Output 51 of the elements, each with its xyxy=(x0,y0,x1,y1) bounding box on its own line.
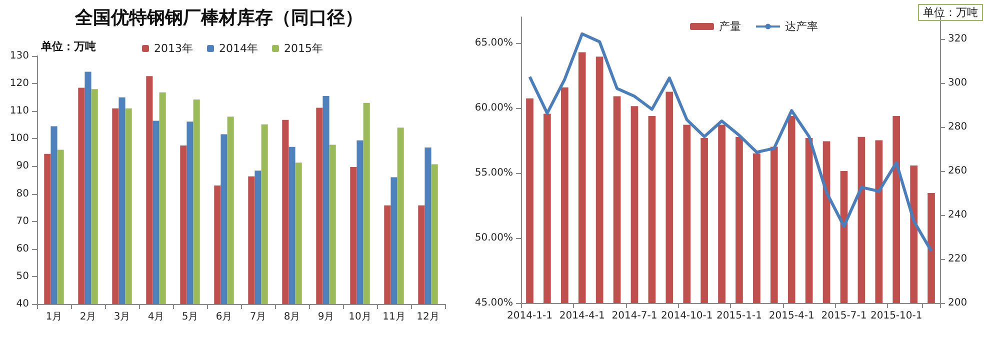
y-tick-label: 60.00% xyxy=(474,102,513,114)
x-tick-label: 2014-10-1 xyxy=(660,310,713,322)
x-tick-label: 2月 xyxy=(80,312,96,322)
x-tick-label: 5月 xyxy=(182,312,198,322)
x-tick-label: 2015-10-1 xyxy=(870,310,922,322)
chart-title: 全国优特钢钢厂棒材库存（同口径） xyxy=(74,8,363,28)
y-tick-label: 130 xyxy=(10,50,29,62)
x-tick-label: 9月 xyxy=(318,312,334,322)
y-tick-label: 120 xyxy=(10,78,29,90)
y-tick-label: 110 xyxy=(10,106,29,117)
y2-tick-label: 200 xyxy=(948,298,968,308)
y2-tick-label: 220 xyxy=(948,254,968,264)
y-tick-label: 45.00% xyxy=(474,298,513,308)
x-tick-label: 2014-7-1 xyxy=(612,310,658,322)
y-tick-label: 70 xyxy=(16,216,29,227)
legend-label: 产量 xyxy=(719,20,741,33)
x-tick-label: 10月 xyxy=(348,312,372,322)
x-tick-label: 2014-1-1 xyxy=(507,310,552,322)
y-tick-label: 50 xyxy=(16,270,29,282)
y-tick-label: 100 xyxy=(10,133,29,144)
line-series xyxy=(528,32,933,252)
y2-tick-label: 240 xyxy=(948,210,968,220)
x-tick-label: 2014-4-1 xyxy=(559,310,605,322)
x-tick-label: 2015-4-1 xyxy=(768,310,814,322)
x-tick-label: 6月 xyxy=(216,312,232,322)
x-tick-label: 2015-7-1 xyxy=(821,310,867,322)
y-tick-label: 60 xyxy=(16,243,29,254)
x-tick-label: 3月 xyxy=(114,312,130,322)
x-tick-label: 4月 xyxy=(148,312,164,322)
legend-label: 2013年 xyxy=(154,42,194,55)
legend-label: 达产率 xyxy=(785,20,818,33)
y2-tick-label: 280 xyxy=(948,122,968,132)
legend-label: 2015年 xyxy=(284,42,323,55)
x-tick-label: 1月 xyxy=(46,312,62,322)
x-tick-label: 12月 xyxy=(416,312,440,322)
annotation: 单位：万吨 xyxy=(923,6,978,19)
y2-tick-label: 320 xyxy=(948,34,968,44)
legend-label: 2014年 xyxy=(219,42,258,55)
text: 单位：万吨 xyxy=(40,40,96,53)
x-tick-label: 2015-1-1 xyxy=(716,310,762,322)
y-tick-label: 80 xyxy=(16,188,29,200)
y2-tick-label: 260 xyxy=(948,166,968,176)
y-tick-label: 40 xyxy=(16,298,29,310)
x-tick-label: 11月 xyxy=(382,312,406,322)
y2-tick-label: 300 xyxy=(948,78,968,88)
y-tick-label: 50.00% xyxy=(474,232,513,244)
y-tick-label: 90 xyxy=(16,160,29,172)
x-tick-label: 8月 xyxy=(284,312,300,322)
y-tick-label: 65.00% xyxy=(474,38,513,48)
x-tick-label: 7月 xyxy=(250,312,266,322)
y-tick-label: 55.00% xyxy=(474,168,513,178)
